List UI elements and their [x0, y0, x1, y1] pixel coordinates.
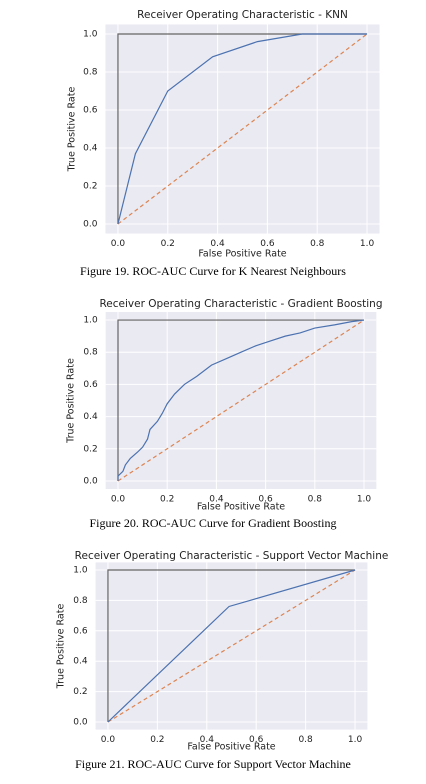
- y-tick-label: 0.4: [83, 412, 98, 422]
- y-tick-label: 1.0: [83, 30, 98, 40]
- x-tick-label: 0.0: [111, 495, 126, 505]
- x-tick-label: 0.6: [249, 735, 264, 745]
- x-tick-label: 0.2: [150, 735, 164, 745]
- x-tick-label: 0.4: [200, 735, 215, 745]
- y-tick-label: 0.0: [83, 476, 98, 486]
- y-tick-label: 0.0: [73, 718, 88, 728]
- figure-caption: Figure 19. ROC-AUC Curve for K Nearest N…: [80, 264, 346, 278]
- y-tick-label: 0.0: [83, 220, 98, 230]
- x-tick-label: 0.6: [260, 239, 275, 249]
- roc-line: [107, 569, 356, 722]
- figure-caption: Figure 20. ROC-AUC Curve for Gradient Bo…: [90, 516, 337, 530]
- y-axis-label: True Positive Rate: [56, 604, 67, 690]
- x-tick-label: 0.6: [258, 495, 273, 505]
- y-tick-label: 0.6: [83, 106, 98, 116]
- y-tick-label: 1.0: [83, 316, 98, 326]
- y-axis-label: True Positive Rate: [66, 358, 77, 444]
- roc-line: [107, 569, 356, 723]
- chart-title: Receiver Operating Characteristic - KNN: [137, 9, 348, 21]
- x-tick-label: 0.8: [308, 495, 323, 505]
- x-tick-label: 0.0: [101, 735, 116, 745]
- x-tick-label: 0.2: [160, 495, 174, 505]
- chart-title: Receiver Operating Characteristic - Supp…: [75, 550, 389, 562]
- roc-line: [117, 33, 368, 225]
- x-tick-label: 0.4: [209, 495, 224, 505]
- x-tick-label: 1.0: [348, 735, 363, 745]
- y-tick-label: 0.2: [83, 444, 97, 454]
- chart-title: Receiver Operating Characteristic - Grad…: [99, 298, 382, 310]
- y-tick-label: 0.8: [83, 68, 98, 78]
- roc-line: [117, 33, 368, 225]
- y-tick-label: 0.2: [73, 687, 87, 697]
- y-tick-label: 0.6: [83, 380, 98, 390]
- y-tick-label: 0.2: [83, 182, 97, 192]
- y-tick-label: 0.4: [83, 144, 98, 154]
- y-axis-label: True Positive Rate: [67, 87, 78, 173]
- roc-line: [117, 319, 364, 481]
- x-axis-label: False Positive Rate: [187, 742, 275, 753]
- roc-line: [117, 33, 368, 224]
- x-axis-label: False Positive Rate: [198, 249, 286, 260]
- y-tick-label: 0.4: [73, 657, 88, 667]
- y-tick-label: 1.0: [73, 566, 88, 576]
- x-tick-label: 0.8: [298, 735, 313, 745]
- x-tick-label: 1.0: [360, 239, 375, 249]
- y-tick-label: 0.6: [73, 626, 88, 636]
- y-tick-label: 0.8: [83, 348, 98, 358]
- plot-area: [95, 562, 368, 730]
- x-tick-label: 1.0: [357, 495, 372, 505]
- x-tick-label: 0.4: [210, 239, 225, 249]
- y-tick-label: 0.8: [73, 596, 88, 606]
- x-tick-label: 0.8: [310, 239, 325, 249]
- roc-line: [107, 569, 356, 723]
- x-tick-label: 0.0: [111, 239, 126, 249]
- roc-line: [117, 319, 365, 481]
- x-axis-label: False Positive Rate: [197, 502, 285, 513]
- figure-caption: Figure 21. ROC-AUC Curve for Support Vec…: [75, 757, 351, 771]
- x-tick-label: 0.2: [161, 239, 175, 249]
